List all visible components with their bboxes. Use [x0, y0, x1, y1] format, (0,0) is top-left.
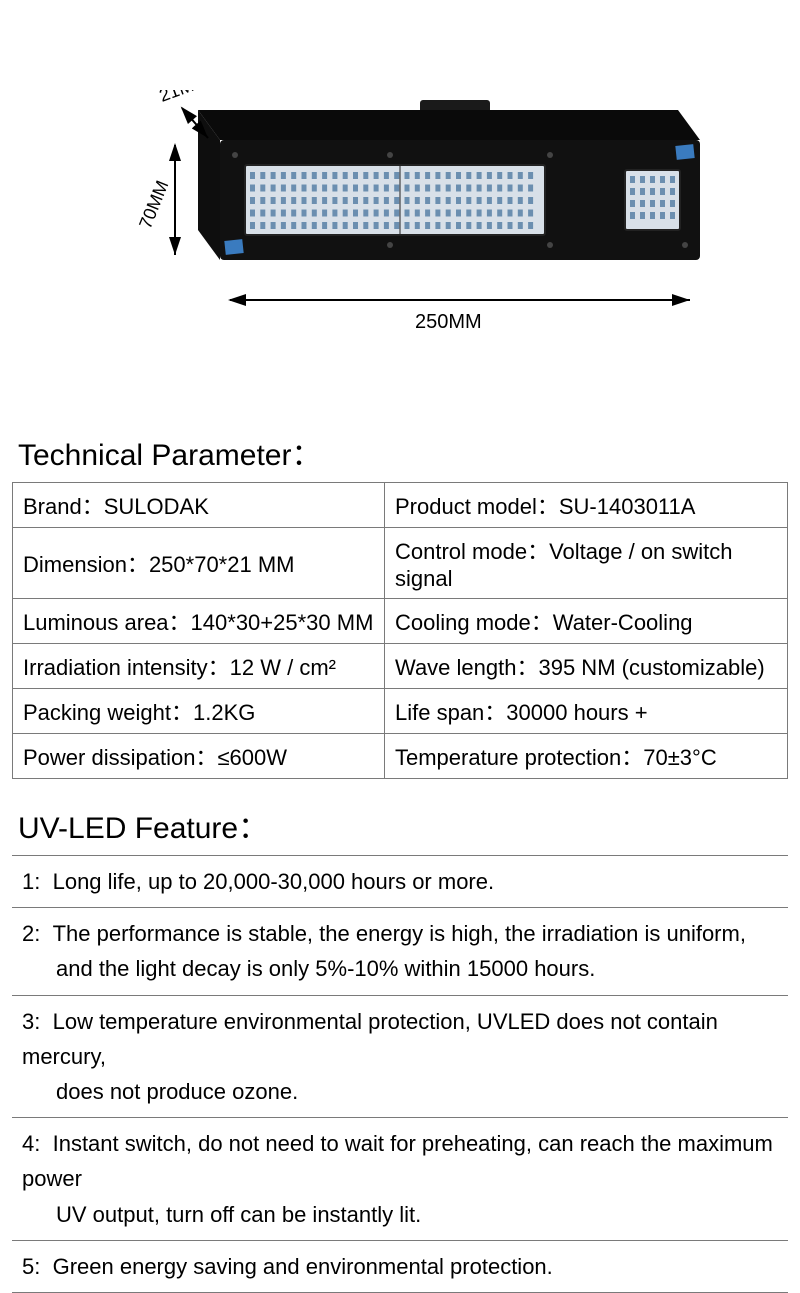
tech-parameter-heading: Technical Parameter： [12, 430, 788, 474]
tech-label: Packing weight： [23, 700, 193, 725]
feature-row: 3: Low temperature environmental protect… [12, 995, 788, 1118]
tech-label: Life span： [395, 700, 506, 725]
feature-row: 2: The performance is stable, the energy… [12, 908, 788, 995]
feature-text: Green energy saving and environmental pr… [53, 1254, 553, 1279]
width-dimension-label: 250MM [415, 311, 482, 333]
tech-cell-right: Product model：SU-1403011A [385, 483, 788, 528]
tech-cell-left: Dimension：250*70*21 MM [13, 528, 385, 599]
feature-text: Long life, up to 20,000-30,000 hours or … [53, 869, 495, 894]
feature-cell: 1: Long life, up to 20,000-30,000 hours … [12, 856, 788, 908]
tech-value: 1.2KG [193, 700, 255, 725]
tech-label: Control mode： [395, 539, 549, 564]
tech-label: Luminous area： [23, 610, 191, 635]
feature-cell: 2: The performance is stable, the energy… [12, 908, 788, 995]
table-row: Brand：SULODAKProduct model：SU-1403011A [13, 483, 788, 528]
table-row: Packing weight：1.2KGLife span：30000 hour… [13, 689, 788, 734]
tech-value: 70±3°C [643, 745, 716, 770]
feature-number: 5: [22, 1254, 40, 1279]
feature-text: Low temperature environmental protection… [22, 1009, 718, 1069]
feature-row: 5: Green energy saving and environmental… [12, 1240, 788, 1292]
feature-text-line: UV output, turn off can be instantly lit… [22, 1197, 778, 1232]
tech-label: Irradiation intensity： [23, 655, 230, 680]
tech-value: SU-1403011A [559, 494, 696, 519]
tech-cell-left: Luminous area：140*30+25*30 MM [13, 599, 385, 644]
tech-label: Power dissipation： [23, 745, 217, 770]
feature-cell: 3: Low temperature environmental protect… [12, 995, 788, 1118]
table-row: Irradiation intensity：12 W / cm²Wave len… [13, 644, 788, 689]
tech-label: Dimension： [23, 552, 149, 577]
tech-value: Water-Cooling [553, 610, 693, 635]
tech-cell-right: Life span：30000 hours + [385, 689, 788, 734]
tech-cell-right: Control mode：Voltage / on switch signal [385, 528, 788, 599]
tech-label: Product model： [395, 494, 559, 519]
tech-value: 250*70*21 MM [149, 552, 295, 577]
feature-row: 1: Long life, up to 20,000-30,000 hours … [12, 856, 788, 908]
tech-label: Wave length： [395, 655, 538, 680]
feature-number: 2: [22, 921, 40, 946]
feature-text: The performance is stable, the energy is… [53, 921, 746, 946]
tech-cell-left: Power dissipation：≤600W [13, 734, 385, 779]
feature-cell: 5: Green energy saving and environmental… [12, 1240, 788, 1292]
tech-label: Temperature protection： [395, 745, 643, 770]
tech-cell-left: Packing weight：1.2KG [13, 689, 385, 734]
technical-parameter-table: Brand：SULODAKProduct model：SU-1403011ADi… [12, 482, 788, 779]
feature-cell: 4: Instant switch, do not need to wait f… [12, 1118, 788, 1241]
tech-label: Brand： [23, 494, 104, 519]
feature-text-line: and the light decay is only 5%-10% withi… [22, 951, 778, 986]
feature-text-line: does not produce ozone. [22, 1074, 778, 1109]
tech-cell-right: Cooling mode：Water-Cooling [385, 599, 788, 644]
tech-cell-left: Brand：SULODAK [13, 483, 385, 528]
table-row: Luminous area：140*30+25*30 MMCooling mod… [13, 599, 788, 644]
table-row: Dimension：250*70*21 MMControl mode：Volta… [13, 528, 788, 599]
tech-value: 30000 hours + [506, 700, 647, 725]
tech-label: Cooling mode： [395, 610, 553, 635]
tech-value: 140*30+25*30 MM [191, 610, 374, 635]
tech-cell-right: Wave length：395 NM (customizable) [385, 644, 788, 689]
tech-value: SULODAK [104, 494, 209, 519]
tech-value: 12 W / cm² [230, 655, 336, 680]
feature-row: 4: Instant switch, do not need to wait f… [12, 1118, 788, 1241]
tech-cell-right: Temperature protection：70±3°C [385, 734, 788, 779]
uv-led-feature-heading: UV-LED Feature： [12, 803, 788, 847]
product-dimension-diagram: 250MM 70MM 21MM [80, 90, 720, 370]
feature-table: 1: Long life, up to 20,000-30,000 hours … [12, 855, 788, 1293]
tech-value: 395 NM (customizable) [538, 655, 764, 680]
feature-number: 1: [22, 869, 40, 894]
tech-cell-left: Irradiation intensity：12 W / cm² [13, 644, 385, 689]
tech-value: ≤600W [217, 745, 287, 770]
height-dimension-label: 70MM [135, 178, 172, 232]
depth-dimension-label: 21MM [157, 90, 211, 106]
table-row: Power dissipation：≤600WTemperature prote… [13, 734, 788, 779]
feature-number: 4: [22, 1131, 40, 1156]
feature-number: 3: [22, 1009, 40, 1034]
feature-text: Instant switch, do not need to wait for … [22, 1131, 773, 1191]
product-diagram-area: 250MM 70MM 21MM [0, 0, 800, 380]
